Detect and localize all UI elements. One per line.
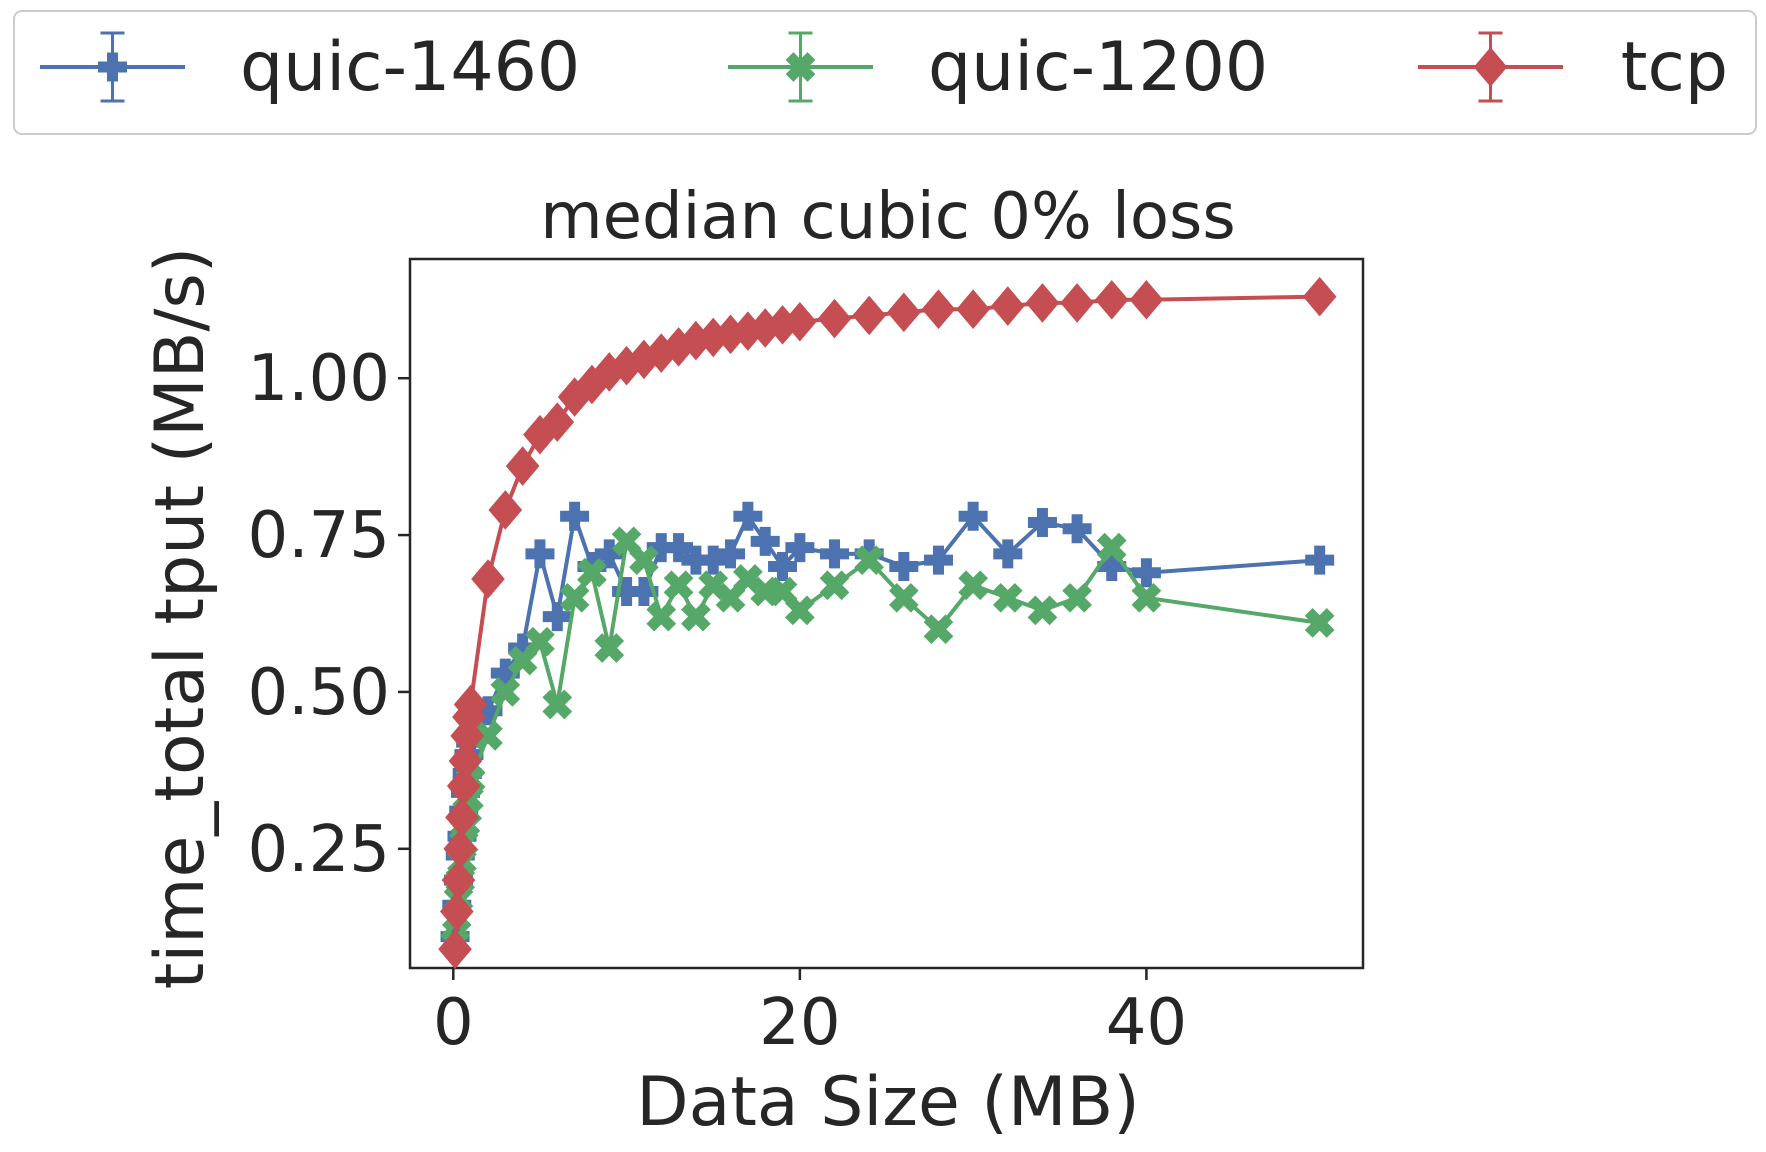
data-point-quic-1200 xyxy=(681,601,711,632)
data-point-tcp xyxy=(1302,276,1337,317)
data-point-quic-1200 xyxy=(923,614,954,645)
data-point-quic-1460 xyxy=(750,526,780,556)
legend-label: quic-1460 xyxy=(240,28,580,107)
data-point-quic-1200 xyxy=(1304,608,1335,638)
data-point-quic-1460 xyxy=(993,539,1023,569)
data-point-quic-1200 xyxy=(819,570,850,601)
x-tick-label: 0 xyxy=(433,986,474,1060)
data-point-quic-1200 xyxy=(854,545,885,576)
data-point-quic-1200 xyxy=(1062,582,1092,613)
data-point-quic-1200 xyxy=(767,576,798,607)
data-point-quic-1460 xyxy=(525,539,555,569)
data-point-quic-1200 xyxy=(577,557,607,588)
data-point-tcp xyxy=(852,295,886,336)
y-axis-ticks: 0.25 0.50 0.75 1.00 xyxy=(248,342,410,887)
y-tick-label: 0.75 xyxy=(248,499,391,573)
legend-entries: quic-1460 quic-1200 tcp xyxy=(40,28,1728,107)
x-axis-label: Data Size (MB) xyxy=(636,1063,1140,1142)
data-point-tcp xyxy=(488,490,523,530)
data-point-quic-1460 xyxy=(958,501,988,531)
data-point-tcp xyxy=(443,829,478,869)
legend-marker xyxy=(1473,47,1508,87)
y-axis-label: time_total tput (MB/s) xyxy=(141,247,220,990)
data-point-quic-1460 xyxy=(629,577,659,607)
data-point-quic-1460 xyxy=(1027,508,1057,538)
data-point-tcp xyxy=(448,741,483,781)
data-point-tcp xyxy=(453,684,488,725)
data-point-quic-1200 xyxy=(1131,582,1162,613)
legend-entry-tcp: tcp xyxy=(1418,28,1728,107)
data-point-tcp xyxy=(471,559,505,599)
data-point-tcp xyxy=(505,446,540,486)
data-point-quic-1200 xyxy=(646,601,677,632)
data-point-quic-1460 xyxy=(820,539,850,569)
legend-marker xyxy=(98,52,127,82)
data-point-quic-1460 xyxy=(785,533,815,563)
data-point-tcp xyxy=(445,797,479,838)
data-point-quic-1200 xyxy=(611,526,642,557)
data-point-quic-1460 xyxy=(923,545,953,575)
x-tick-label: 40 xyxy=(1106,986,1187,1060)
legend-entry-quic-1460: quic-1460 xyxy=(40,28,580,107)
data-point-quic-1200 xyxy=(542,689,573,720)
data-point-tcp xyxy=(1060,283,1094,323)
data-point-quic-1200 xyxy=(490,677,521,707)
series-layer xyxy=(438,276,1337,969)
data-point-quic-1460 xyxy=(1097,551,1127,581)
data-point-tcp xyxy=(450,716,484,756)
data-point-quic-1460 xyxy=(560,501,590,531)
chart-title: median cubic 0% loss xyxy=(540,180,1235,254)
data-point-tcp xyxy=(439,891,474,932)
data-point-quic-1200 xyxy=(663,570,694,601)
data-point-quic-1200 xyxy=(888,582,919,613)
data-point-quic-1200 xyxy=(992,582,1023,613)
data-point-quic-1460 xyxy=(1062,514,1092,544)
data-point-tcp xyxy=(817,298,852,339)
data-point-quic-1200 xyxy=(594,633,625,663)
data-point-tcp xyxy=(540,402,575,442)
series-tcp xyxy=(438,276,1337,969)
data-point-tcp xyxy=(783,301,817,342)
x-axis-ticks: 0 20 40 xyxy=(433,968,1187,1060)
y-tick-label: 1.00 xyxy=(248,342,391,416)
legend-label: tcp xyxy=(1621,28,1728,107)
data-point-quic-1460 xyxy=(1305,545,1335,575)
data-point-quic-1200 xyxy=(1027,595,1058,626)
legend-entry-quic-1200: quic-1200 xyxy=(728,28,1268,107)
data-point-quic-1460 xyxy=(733,501,763,531)
data-point-tcp xyxy=(921,289,956,329)
data-point-tcp xyxy=(956,289,990,329)
legend-frame xyxy=(13,10,1757,135)
data-point-tcp xyxy=(887,292,921,333)
data-point-quic-1460 xyxy=(889,551,919,581)
legend-marker xyxy=(785,52,816,82)
y-tick-label: 0.25 xyxy=(248,813,391,887)
data-point-tcp xyxy=(1129,280,1164,320)
data-point-tcp xyxy=(441,860,476,900)
data-point-quic-1200 xyxy=(958,570,988,601)
data-point-quic-1200 xyxy=(559,582,590,613)
data-point-tcp xyxy=(446,766,481,806)
data-point-tcp xyxy=(438,929,472,969)
data-point-quic-1200 xyxy=(1096,532,1127,563)
y-tick-label: 0.50 xyxy=(248,656,391,730)
data-point-quic-1200 xyxy=(715,582,746,613)
x-tick-label: 20 xyxy=(759,986,840,1060)
data-point-tcp xyxy=(990,286,1025,326)
data-point-quic-1460 xyxy=(716,539,746,569)
data-point-tcp xyxy=(1094,280,1129,320)
data-point-quic-1200 xyxy=(525,626,555,657)
legend-label: quic-1200 xyxy=(928,28,1268,107)
data-point-quic-1200 xyxy=(507,645,538,676)
data-point-quic-1200 xyxy=(785,595,815,626)
data-point-quic-1200 xyxy=(629,545,659,576)
legend: quic-1460 quic-1200 tcp xyxy=(13,10,1757,135)
data-point-quic-1460 xyxy=(542,602,572,632)
data-point-tcp xyxy=(1025,283,1060,323)
